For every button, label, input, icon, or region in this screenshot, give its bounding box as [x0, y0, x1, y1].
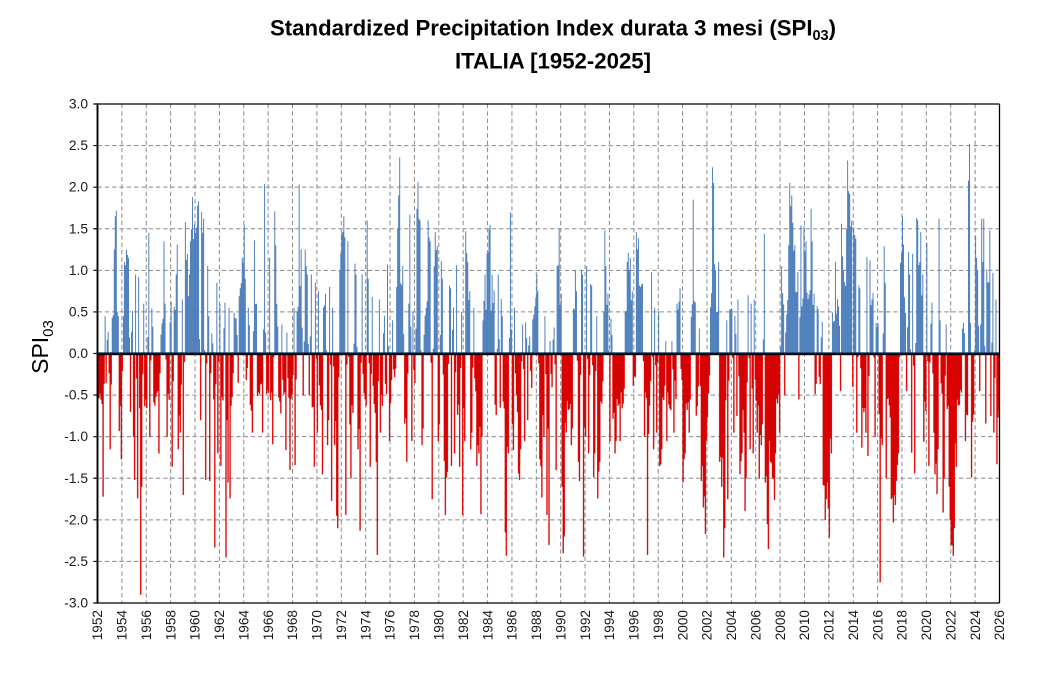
svg-text:0.0: 0.0 [69, 346, 89, 361]
svg-text:2024: 2024 [968, 610, 983, 641]
svg-text:1964: 1964 [236, 610, 251, 641]
svg-text:1.0: 1.0 [69, 263, 89, 278]
svg-text:2002: 2002 [700, 610, 715, 640]
svg-text:2000: 2000 [675, 610, 690, 641]
svg-text:2004: 2004 [724, 610, 739, 641]
svg-text:2022: 2022 [943, 610, 958, 640]
svg-text:Standardized Precipitation Ind: Standardized Precipitation Index durata … [270, 16, 836, 45]
svg-text:1980: 1980 [432, 610, 447, 641]
svg-text:1996: 1996 [627, 610, 642, 640]
svg-text:1960: 1960 [188, 610, 203, 641]
svg-text:2014: 2014 [846, 610, 861, 641]
svg-text:1.5: 1.5 [69, 221, 89, 236]
svg-text:1952: 1952 [90, 610, 105, 640]
svg-text:-1.5: -1.5 [64, 471, 88, 486]
svg-text:1962: 1962 [212, 610, 227, 640]
svg-text:-2.0: -2.0 [64, 512, 88, 527]
svg-text:2020: 2020 [919, 610, 934, 641]
svg-text:1990: 1990 [553, 610, 568, 641]
svg-text:1954: 1954 [115, 610, 130, 641]
svg-text:1982: 1982 [456, 610, 471, 640]
svg-text:-3.0: -3.0 [64, 596, 88, 611]
svg-text:2008: 2008 [773, 610, 788, 640]
svg-text:1986: 1986 [505, 610, 520, 640]
svg-text:2010: 2010 [797, 610, 812, 641]
svg-text:ITALIA [1952-2025]: ITALIA [1952-2025] [455, 49, 651, 74]
svg-text:1974: 1974 [358, 610, 373, 641]
svg-text:1984: 1984 [480, 610, 495, 641]
svg-text:1994: 1994 [602, 610, 617, 641]
svg-text:1978: 1978 [407, 610, 422, 640]
svg-text:2018: 2018 [895, 610, 910, 640]
svg-text:3.0: 3.0 [69, 97, 89, 112]
svg-text:1972: 1972 [334, 610, 349, 640]
svg-text:1958: 1958 [163, 610, 178, 640]
svg-text:1992: 1992 [578, 610, 593, 640]
svg-text:1966: 1966 [261, 610, 276, 640]
svg-text:2.5: 2.5 [69, 138, 89, 153]
svg-text:1968: 1968 [285, 610, 300, 640]
svg-text:2012: 2012 [822, 610, 837, 640]
svg-text:2.0: 2.0 [69, 180, 89, 195]
svg-text:1956: 1956 [139, 610, 154, 640]
svg-text:2006: 2006 [748, 610, 763, 640]
svg-text:2026: 2026 [992, 610, 1007, 640]
svg-text:-0.5: -0.5 [64, 388, 88, 403]
svg-text:1976: 1976 [383, 610, 398, 640]
svg-text:1988: 1988 [529, 610, 544, 640]
svg-text:-1.0: -1.0 [64, 429, 88, 444]
svg-text:1970: 1970 [310, 610, 325, 641]
svg-text:1998: 1998 [651, 610, 666, 640]
svg-text:-2.5: -2.5 [64, 554, 88, 569]
svg-text:0.5: 0.5 [69, 304, 89, 319]
svg-text:2016: 2016 [870, 610, 885, 640]
